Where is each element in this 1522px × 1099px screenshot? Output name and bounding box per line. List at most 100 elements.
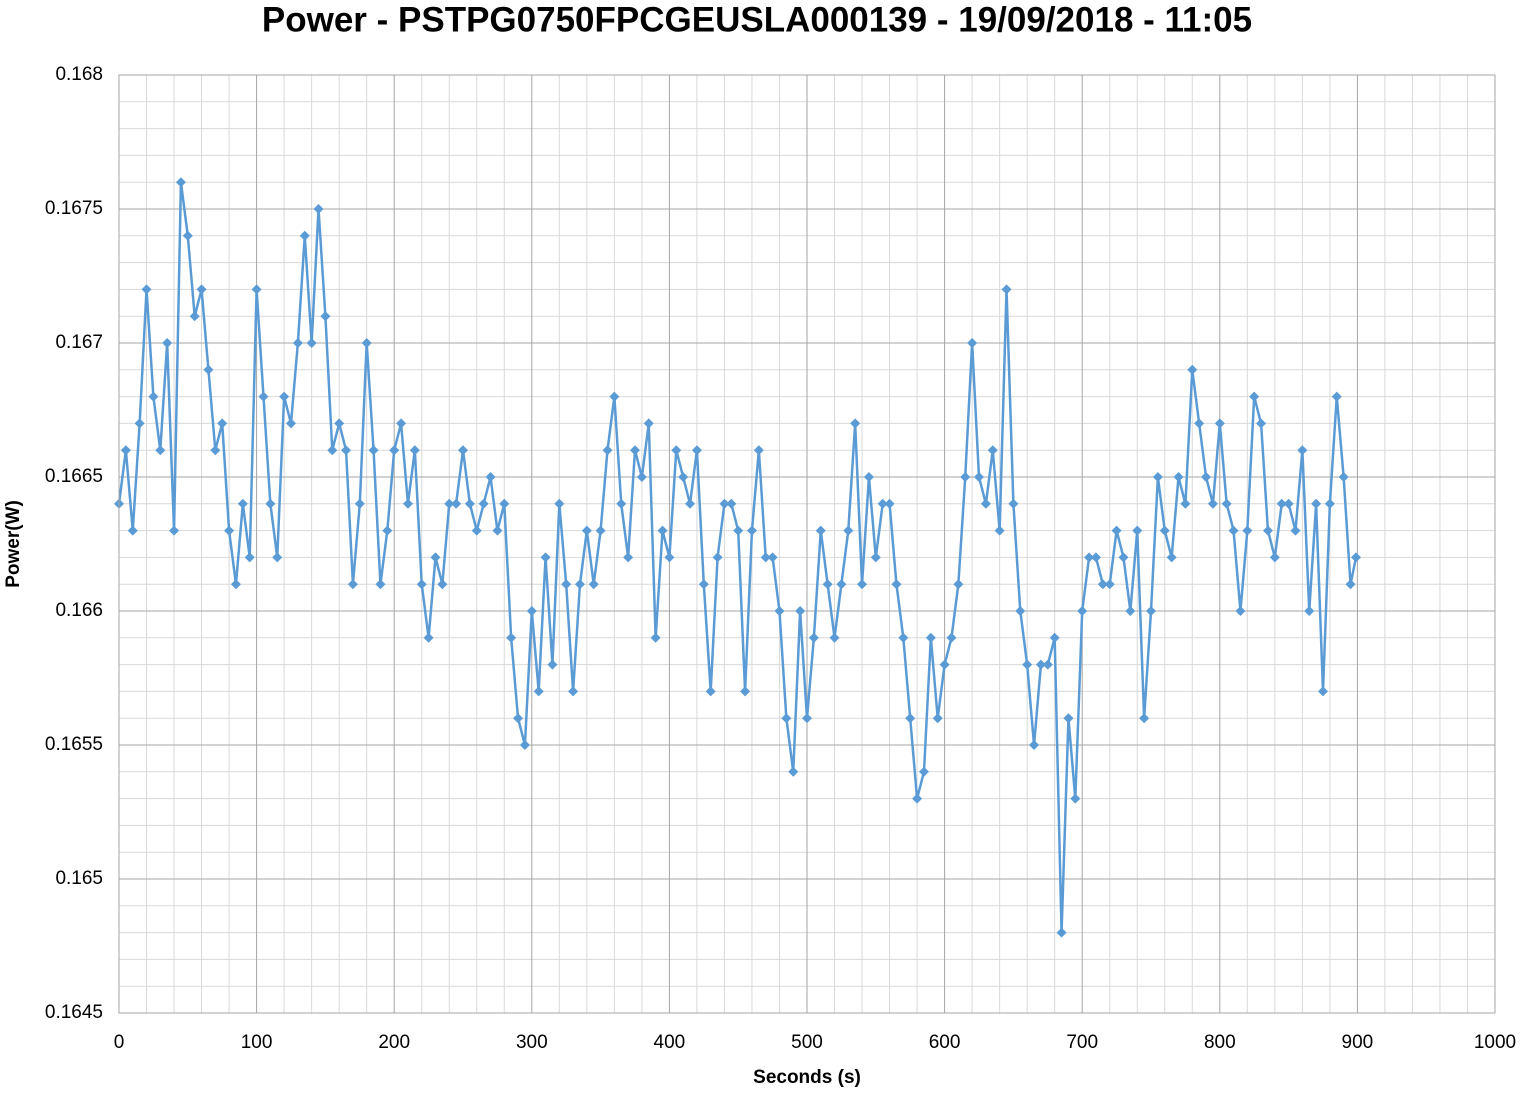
x-tick-label: 500 — [791, 1032, 823, 1053]
data-point — [1249, 391, 1260, 402]
x-tick-label: 1000 — [1474, 1032, 1516, 1053]
data-point — [574, 579, 585, 590]
data-point — [244, 552, 255, 563]
data-point — [526, 606, 537, 616]
data-point — [561, 579, 572, 590]
data-point — [740, 686, 751, 697]
data-point — [1125, 606, 1136, 616]
data-point — [458, 445, 468, 456]
data-point — [1049, 632, 1060, 643]
data-point — [1029, 740, 1040, 750]
data-point — [719, 498, 730, 509]
data-point — [1001, 284, 1012, 295]
data-point — [313, 204, 324, 214]
data-point — [217, 418, 228, 429]
data-point — [650, 632, 661, 643]
data-point — [863, 472, 874, 482]
data-point — [155, 445, 166, 456]
data-point — [746, 525, 757, 536]
x-tick-label: 900 — [1342, 1032, 1374, 1053]
data-point — [120, 445, 131, 456]
data-point — [1132, 525, 1143, 536]
data-point — [334, 418, 345, 429]
data-point — [781, 713, 792, 724]
data-point — [210, 445, 221, 456]
data-point — [1139, 713, 1150, 724]
data-point — [1187, 364, 1198, 375]
data-point — [416, 579, 427, 590]
data-point — [506, 632, 517, 643]
data-point — [1194, 418, 1205, 429]
data-point — [1242, 525, 1253, 536]
data-point — [829, 632, 840, 643]
data-point — [994, 525, 1005, 536]
y-tick-label: 0.1675 — [45, 198, 103, 219]
x-axis-label: Seconds (s) — [753, 1067, 861, 1088]
data-point — [1311, 498, 1322, 509]
data-point — [272, 552, 283, 563]
plot-border — [118, 74, 1496, 1014]
data-point — [643, 418, 654, 429]
data-point — [960, 472, 971, 482]
x-tick-label: 600 — [929, 1032, 961, 1053]
data-point — [1077, 606, 1088, 616]
data-point — [464, 498, 475, 509]
data-point — [286, 418, 296, 429]
data-point — [767, 552, 778, 563]
data-point — [1180, 498, 1191, 509]
data-point — [1297, 445, 1308, 456]
y-tick-label: 0.166 — [55, 600, 103, 621]
data-point — [1084, 552, 1095, 563]
data-point — [616, 498, 627, 509]
data-point — [1207, 498, 1218, 509]
data-point — [850, 418, 861, 429]
data-point — [753, 445, 764, 456]
data-point — [361, 338, 372, 348]
chart-title: Power - PSTPG0750FPCGEUSLA000139 - 19/09… — [262, 0, 1252, 39]
y-tick-label: 0.1665 — [45, 466, 103, 487]
data-point — [905, 713, 916, 724]
data-point — [292, 338, 303, 348]
data-point — [485, 472, 496, 482]
data-point — [354, 498, 365, 509]
data-point — [1152, 472, 1163, 482]
data-point — [623, 552, 634, 563]
data-point — [691, 445, 702, 456]
data-point — [1042, 659, 1053, 670]
data-point — [279, 391, 290, 402]
data-point — [492, 525, 503, 536]
data-point — [444, 498, 455, 509]
data-point — [347, 579, 358, 590]
data-point — [368, 445, 379, 456]
data-point — [396, 418, 407, 429]
data-point — [547, 659, 558, 670]
data-point — [857, 579, 868, 590]
data-point — [540, 552, 551, 563]
data-point — [182, 230, 193, 241]
x-tick-label: 0 — [114, 1032, 125, 1053]
data-point — [162, 338, 173, 348]
data-point — [705, 686, 716, 697]
data-point — [519, 740, 530, 750]
data-point — [1351, 552, 1362, 563]
data-point — [430, 552, 441, 563]
data-point — [877, 498, 888, 509]
data-point — [726, 498, 737, 509]
y-tick-label: 0.1645 — [45, 1002, 103, 1023]
data-point — [980, 498, 991, 509]
data-point — [1228, 525, 1239, 536]
data-point — [409, 445, 420, 456]
data-point — [389, 445, 400, 456]
data-point — [1318, 686, 1328, 697]
data-point — [1201, 472, 1212, 482]
data-point — [1269, 552, 1280, 563]
data-point — [678, 472, 689, 482]
data-point — [808, 632, 819, 643]
data-point — [1256, 418, 1267, 429]
data-point — [251, 284, 262, 295]
data-point — [630, 445, 640, 456]
data-point — [925, 632, 936, 643]
x-tick-label: 100 — [241, 1032, 273, 1053]
data-point — [788, 766, 799, 777]
data-point — [1345, 579, 1356, 590]
